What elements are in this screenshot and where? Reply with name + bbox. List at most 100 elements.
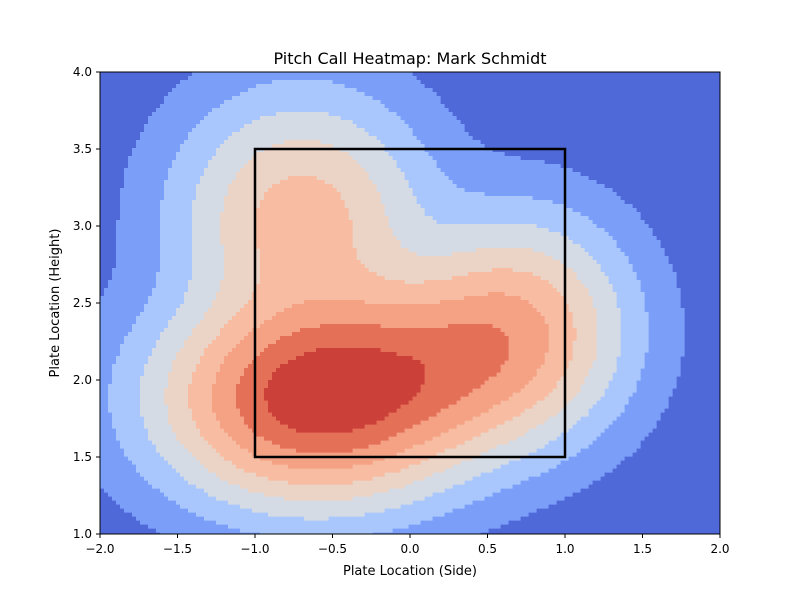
heat-cell — [140, 92, 145, 97]
heat-cell — [548, 96, 553, 101]
heat-cell — [164, 144, 169, 149]
heat-cell — [104, 180, 109, 185]
heat-cell — [168, 152, 173, 157]
heat-cell — [708, 100, 713, 105]
heat-cell — [704, 496, 709, 501]
heat-cell — [664, 244, 669, 249]
heat-cell — [684, 352, 689, 357]
heat-cell — [668, 188, 673, 193]
heat-cell — [544, 532, 549, 534]
heat-cell — [676, 460, 681, 465]
heat-cell — [640, 156, 645, 161]
heat-cell — [664, 216, 669, 221]
heat-cell — [656, 208, 661, 213]
heat-cell — [528, 148, 533, 153]
heat-cell — [572, 156, 577, 161]
heat-cell — [696, 256, 701, 261]
heat-cell — [148, 164, 153, 169]
heat-cell — [456, 116, 461, 121]
heat-cell — [684, 412, 689, 417]
heat-cell — [656, 496, 661, 501]
heat-cell — [100, 244, 105, 249]
heat-cell — [588, 128, 593, 133]
heat-cell — [644, 112, 649, 117]
heat-cell — [272, 76, 277, 81]
heat-cell — [616, 92, 621, 97]
heat-cell — [572, 76, 577, 81]
heat-cell — [580, 532, 585, 534]
heat-cell — [676, 112, 681, 117]
heat-cell — [124, 156, 129, 161]
heat-cell — [480, 532, 485, 534]
heat-cell — [692, 152, 697, 157]
heat-cell — [152, 84, 157, 89]
heat-cell — [704, 160, 709, 165]
heat-cell — [716, 356, 720, 361]
heat-cell — [488, 164, 493, 169]
heat-cell — [716, 164, 720, 169]
heat-cell — [108, 496, 113, 501]
heat-cell — [680, 212, 685, 217]
heat-cell — [632, 152, 637, 157]
heat-cell — [104, 92, 109, 97]
heat-cell — [680, 240, 685, 245]
heat-cell — [620, 528, 625, 533]
heat-cell — [400, 104, 405, 109]
heat-cell — [116, 196, 121, 201]
heat-cell — [484, 156, 489, 161]
heat-cell — [624, 156, 629, 161]
heat-cell — [204, 100, 209, 105]
heat-cell — [140, 76, 145, 81]
heat-cell — [156, 80, 161, 85]
heat-cell — [568, 148, 573, 153]
heat-cell — [592, 72, 597, 77]
heat-cell — [580, 176, 585, 181]
heat-cell — [580, 160, 585, 165]
heat-cell — [640, 116, 645, 121]
heat-cell — [576, 112, 581, 117]
heat-cell — [464, 96, 469, 101]
heat-cell — [600, 108, 605, 113]
heat-cell — [568, 516, 573, 521]
heat-cell — [516, 112, 521, 117]
heat-cell — [656, 472, 661, 477]
heat-cell — [616, 112, 621, 117]
heat-cell — [476, 80, 481, 85]
heat-cell — [620, 120, 625, 125]
heat-cell — [712, 252, 717, 257]
heat-cell — [636, 200, 641, 205]
heat-cell — [580, 132, 585, 137]
heat-cell — [124, 100, 129, 105]
heat-cell — [524, 92, 529, 97]
heat-cell — [520, 84, 525, 89]
heat-cell — [696, 516, 701, 521]
heat-cell — [696, 72, 701, 77]
heat-cell — [672, 488, 677, 493]
heat-cell — [708, 192, 713, 197]
heat-cell — [684, 492, 689, 497]
heat-cell — [460, 168, 465, 173]
heat-cell — [640, 512, 645, 517]
heat-cell — [580, 164, 585, 169]
heat-cell — [656, 508, 661, 513]
heat-cell — [128, 100, 133, 105]
heat-cell — [656, 84, 661, 89]
heat-cell — [140, 88, 145, 93]
heat-cell — [120, 104, 125, 109]
heat-cell — [684, 432, 689, 437]
heat-cell — [624, 136, 629, 141]
heat-cell — [712, 376, 717, 381]
heat-cell — [512, 172, 517, 177]
heat-cell — [700, 524, 705, 529]
heat-cell — [676, 472, 681, 477]
heat-cell — [604, 104, 609, 109]
heat-cell — [584, 524, 589, 529]
heat-cell — [112, 152, 117, 157]
heat-cell — [404, 72, 409, 77]
heat-cell — [688, 212, 693, 217]
heat-cell — [712, 360, 717, 365]
heat-cell — [656, 484, 661, 489]
heat-cell — [684, 328, 689, 333]
heat-cell — [156, 84, 161, 89]
heat-cell — [624, 168, 629, 173]
